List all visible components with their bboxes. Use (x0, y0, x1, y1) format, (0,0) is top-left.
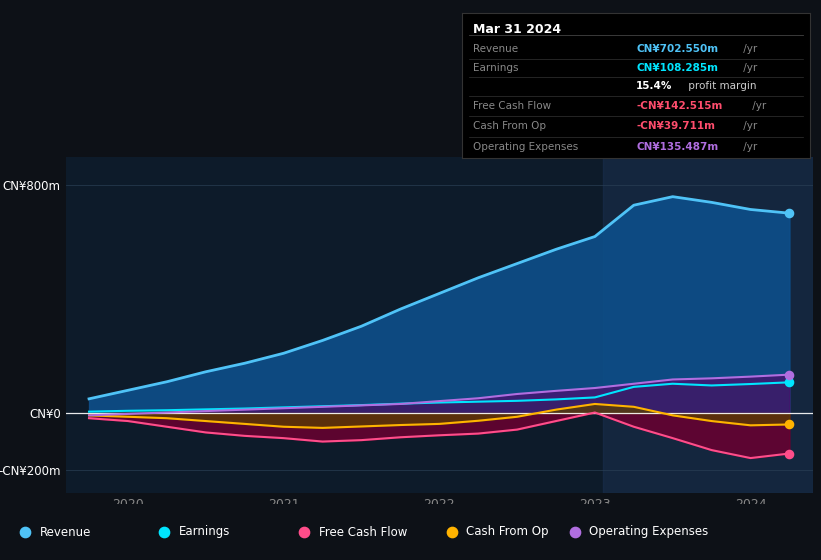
Text: Revenue: Revenue (39, 525, 91, 539)
Bar (603, 157, 813, 493)
Point (18, 528, 31, 536)
Text: Earnings: Earnings (179, 525, 231, 539)
Text: Mar 31 2024: Mar 31 2024 (473, 23, 561, 36)
Point (445, 528, 458, 536)
Text: Cash From Op: Cash From Op (473, 122, 546, 132)
Text: /yr: /yr (740, 44, 757, 54)
Point (297, 528, 310, 536)
Point (783, 420, 796, 429)
Text: Operating Expenses: Operating Expenses (473, 142, 578, 152)
Point (158, 528, 171, 536)
Text: Revenue: Revenue (473, 44, 518, 54)
Text: CN¥108.285m: CN¥108.285m (636, 63, 718, 73)
Text: /yr: /yr (740, 63, 757, 73)
Text: -CN¥142.515m: -CN¥142.515m (636, 101, 722, 111)
Text: profit margin: profit margin (685, 81, 756, 91)
Point (783, 378, 796, 387)
Text: /yr: /yr (740, 122, 757, 132)
Text: /yr: /yr (740, 142, 757, 152)
Point (783, 209, 796, 218)
Point (783, 370, 796, 379)
Text: 15.4%: 15.4% (636, 81, 672, 91)
Text: Free Cash Flow: Free Cash Flow (319, 525, 407, 539)
Text: Free Cash Flow: Free Cash Flow (473, 101, 551, 111)
Text: CN¥702.550m: CN¥702.550m (636, 44, 718, 54)
Text: Cash From Op: Cash From Op (466, 525, 548, 539)
Point (568, 528, 581, 536)
Text: CN¥135.487m: CN¥135.487m (636, 142, 718, 152)
Text: Earnings: Earnings (473, 63, 518, 73)
Point (783, 449, 796, 458)
Text: /yr: /yr (749, 101, 766, 111)
Text: Operating Expenses: Operating Expenses (589, 525, 709, 539)
Text: -CN¥39.711m: -CN¥39.711m (636, 122, 715, 132)
